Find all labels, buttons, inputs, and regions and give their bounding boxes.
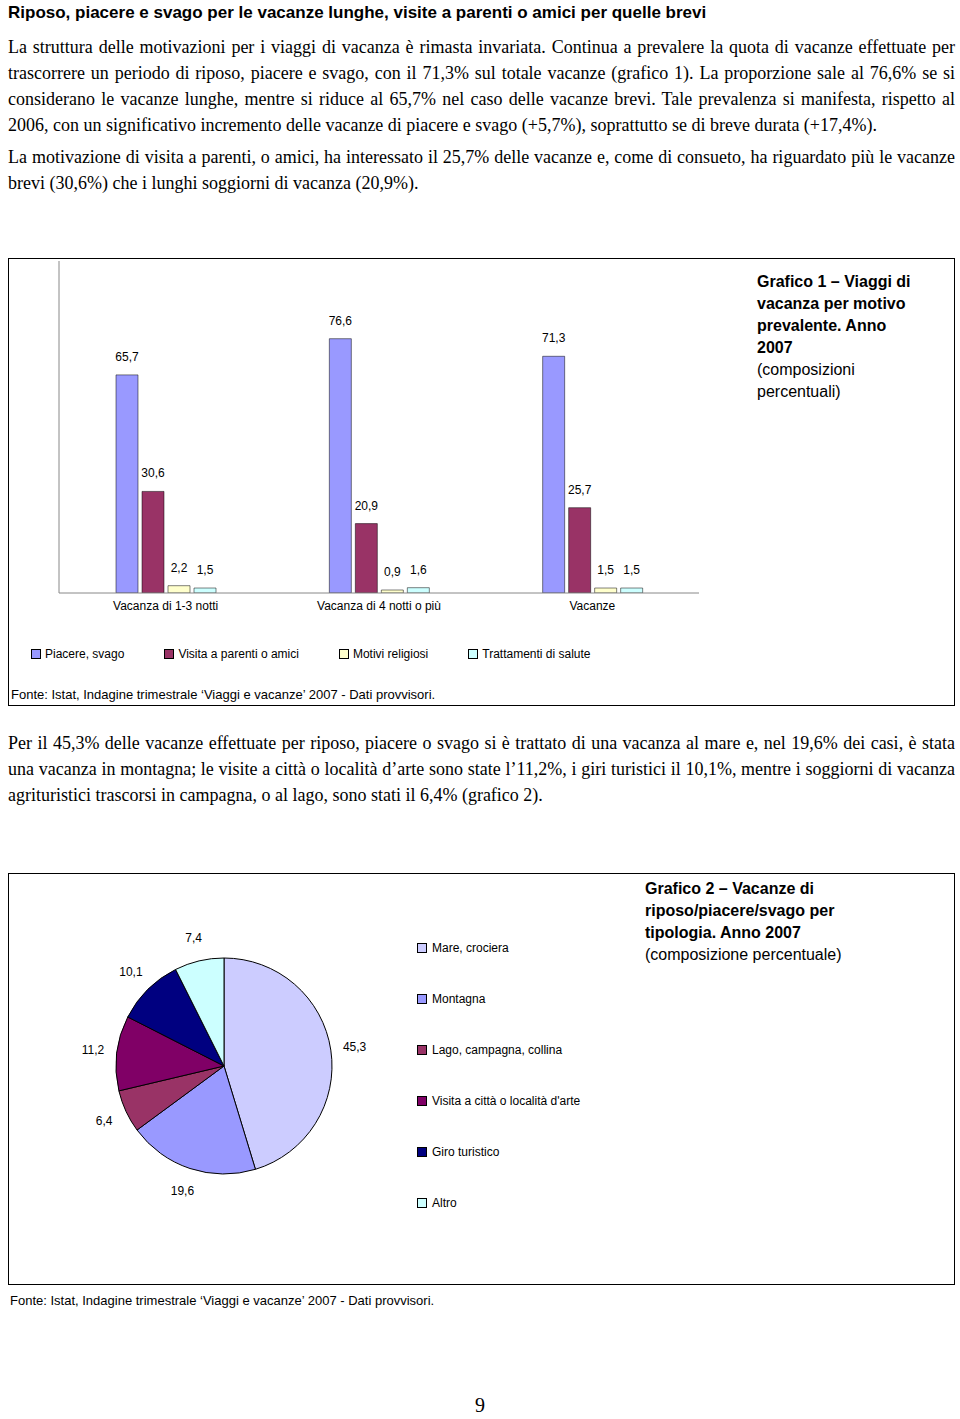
html-text:Motivi religiosi: Motivi religiosi xyxy=(352,647,429,661)
svg-text:1,5: 1,5 xyxy=(197,563,214,577)
html-text:La motivazione di visita a par: La motivazione di visita a parenti, o am… xyxy=(8,147,955,193)
html-text:9: 9 xyxy=(475,1394,485,1416)
html-text:(composizioni percentuali): (composizioni percentuali) xyxy=(757,361,855,400)
svg-text:71,3: 71,3 xyxy=(542,331,566,345)
html-text:Fonte: Istat, Indagine trimest: Fonte: Istat, Indagine trimestrale ‘Viag… xyxy=(11,687,436,702)
html-text:Grafico 2 – Vacanze di riposo/: Grafico 2 – Vacanze di riposo/piacere/sv… xyxy=(645,880,835,941)
html-text:Giro turistico: Giro turistico xyxy=(432,1145,500,1159)
html-text:Montagna: Montagna xyxy=(432,992,486,1006)
html-text:Per il 45,3% delle vacanze eff: Per il 45,3% delle vacanze effettuate pe… xyxy=(8,733,955,805)
svg-text:7,4: 7,4 xyxy=(185,931,202,945)
svg-text:Vacanza di 4 notti o più: Vacanza di 4 notti o più xyxy=(317,599,441,613)
svg-text:45,3: 45,3 xyxy=(343,1040,367,1054)
html-text:Riposo, piacere e svago per le: Riposo, piacere e svago per le vacanze l… xyxy=(8,3,707,22)
html-text:Visita a città o località d'ar: Visita a città o località d'arte xyxy=(432,1094,581,1108)
svg-text:76,6: 76,6 xyxy=(329,314,353,328)
svg-text:Vacanze: Vacanze xyxy=(569,599,615,613)
svg-text:1,6: 1,6 xyxy=(410,563,427,577)
html-text:Lago, campagna, collina: Lago, campagna, collina xyxy=(432,1043,563,1057)
html-text:Visita a parenti o amici: Visita a parenti o amici xyxy=(178,647,299,661)
svg-text:11,2: 11,2 xyxy=(82,1043,105,1057)
html-text:Trattamenti di salute: Trattamenti di salute xyxy=(482,647,591,661)
svg-text:1,5: 1,5 xyxy=(597,563,614,577)
html-text:Piacere, svago: Piacere, svago xyxy=(45,647,125,661)
html-text:Fonte: Istat, Indagine trimest: Fonte: Istat, Indagine trimestrale ‘Viag… xyxy=(10,1293,435,1308)
svg-text:0,9: 0,9 xyxy=(384,565,401,579)
svg-text:2,2: 2,2 xyxy=(171,561,188,575)
svg-text:65,7: 65,7 xyxy=(115,350,139,364)
html-text:Mare, crociera: Mare, crociera xyxy=(432,941,509,955)
html-text:Grafico 1 – Viaggi di vacanza: Grafico 1 – Viaggi di vacanza per motivo… xyxy=(757,273,911,356)
svg-text:20,9: 20,9 xyxy=(355,499,379,513)
svg-text:1,5: 1,5 xyxy=(623,563,640,577)
svg-text:Vacanza di 1-3 notti: Vacanza di 1-3 notti xyxy=(113,599,218,613)
html-text:La struttura delle motivazioni: La struttura delle motivazioni per i via… xyxy=(8,37,955,135)
svg-text:6,4: 6,4 xyxy=(96,1114,113,1128)
svg-text:25,7: 25,7 xyxy=(568,483,592,497)
svg-text:19,6: 19,6 xyxy=(171,1184,195,1198)
html-text:Altro: Altro xyxy=(432,1196,457,1210)
html-text:(composizione percentuale): (composizione percentuale) xyxy=(645,946,842,963)
svg-text:10,1: 10,1 xyxy=(119,965,143,979)
svg-text:30,6: 30,6 xyxy=(141,466,165,480)
